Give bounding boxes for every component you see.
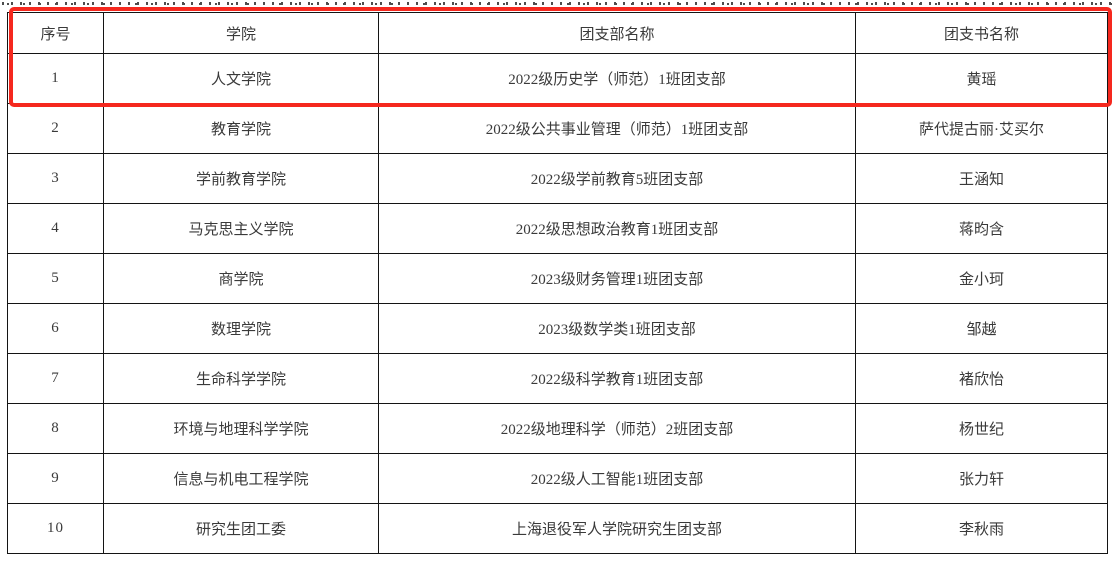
table-cell: 研究生团工委 — [103, 503, 379, 554]
table-row: 1 人文学院 2022级历史学（师范）1班团支部 黄瑶 — [7, 53, 1108, 104]
table-header-row: 序号 学院 团支部名称 团支书名称 — [7, 12, 1108, 54]
table-cell: 2022级公共事业管理（师范）1班团支部 — [378, 103, 856, 154]
table-cell: 2023级财务管理1班团支部 — [378, 253, 856, 304]
table-cell: 环境与地理科学学院 — [103, 403, 379, 454]
table-cell: 6 — [7, 303, 104, 354]
table-cell: 邹越 — [855, 303, 1108, 354]
table-cell: 2022级思想政治教育1班团支部 — [378, 203, 856, 254]
table-cell: 黄瑶 — [855, 53, 1108, 104]
table-row: 8 环境与地理科学学院 2022级地理科学（师范）2班团支部 杨世纪 — [7, 403, 1108, 454]
table-row: 6 数理学院 2023级数学类1班团支部 邹越 — [7, 303, 1108, 354]
table-cell: 10 — [7, 503, 104, 554]
table-cell: 教育学院 — [103, 103, 379, 154]
table-cell: 2023级数学类1班团支部 — [378, 303, 856, 354]
table-cell: 4 — [7, 203, 104, 254]
table-cell: 李秋雨 — [855, 503, 1108, 554]
table-cell: 8 — [7, 403, 104, 454]
table-cell: 蒋昀含 — [855, 203, 1108, 254]
header-cell: 团支书名称 — [855, 12, 1108, 54]
table-cell: 上海退役军人学院研究生团支部 — [378, 503, 856, 554]
table-cell: 3 — [7, 153, 104, 204]
table-cell: 人文学院 — [103, 53, 379, 104]
table-cell: 5 — [7, 253, 104, 304]
table-row: 4 马克思主义学院 2022级思想政治教育1班团支部 蒋昀含 — [7, 203, 1108, 254]
table-cell: 生命科学学院 — [103, 353, 379, 404]
table-cell: 金小珂 — [855, 253, 1108, 304]
table-row: 10 研究生团工委 上海退役军人学院研究生团支部 李秋雨 — [7, 503, 1108, 554]
table-cell: 1 — [7, 53, 104, 104]
table-cell: 马克思主义学院 — [103, 203, 379, 254]
table-cell: 商学院 — [103, 253, 379, 304]
table-cell: 张力轩 — [855, 453, 1108, 504]
table-cell: 2022级学前教育5班团支部 — [378, 153, 856, 204]
table-cell: 7 — [7, 353, 104, 404]
table-row: 3 学前教育学院 2022级学前教育5班团支部 王涵知 — [7, 153, 1108, 204]
table-cell: 数理学院 — [103, 303, 379, 354]
table-row: 2 教育学院 2022级公共事业管理（师范）1班团支部 萨代提古丽·艾买尔 — [7, 103, 1108, 154]
table-cell: 褚欣怡 — [855, 353, 1108, 404]
table-cell: 学前教育学院 — [103, 153, 379, 204]
table-cell: 2022级人工智能1班团支部 — [378, 453, 856, 504]
table-cell: 萨代提古丽·艾买尔 — [855, 103, 1108, 154]
header-cell: 序号 — [7, 12, 104, 54]
table-cell: 2 — [7, 103, 104, 154]
table-cell: 2022级地理科学（师范）2班团支部 — [378, 403, 856, 454]
table-cell: 王涵知 — [855, 153, 1108, 204]
table-cell: 2022级科学教育1班团支部 — [378, 353, 856, 404]
table-cell: 杨世纪 — [855, 403, 1108, 454]
table-row: 7 生命科学学院 2022级科学教育1班团支部 褚欣怡 — [7, 353, 1108, 404]
table-row: 9 信息与机电工程学院 2022级人工智能1班团支部 张力轩 — [7, 453, 1108, 504]
clipped-text-line — [2, 1, 1112, 5]
table-cell: 2022级历史学（师范）1班团支部 — [378, 53, 856, 104]
table-cell: 9 — [7, 453, 104, 504]
table-cell: 信息与机电工程学院 — [103, 453, 379, 504]
header-cell: 学院 — [103, 12, 379, 54]
branch-table: 序号 学院 团支部名称 团支书名称 1 人文学院 2022级历史学（师范）1班团支部 黄瑶 2… — [7, 12, 1108, 554]
table-row: 5 商学院 2023级财务管理1班团支部 金小珂 — [7, 253, 1108, 304]
header-cell: 团支部名称 — [378, 12, 856, 54]
